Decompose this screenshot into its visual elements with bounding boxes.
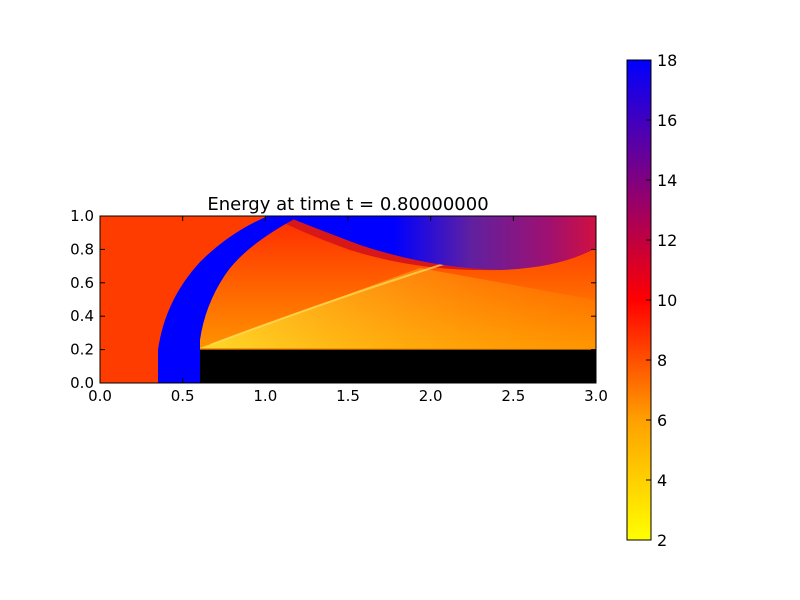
x-tick-label: 0.5 (171, 387, 195, 405)
colorbar-ticks: 2 4 6 8 10 12 14 16 18 (646, 51, 677, 550)
y-tick-label: 1.0 (70, 207, 94, 225)
y-tick-label: 0.2 (70, 341, 94, 359)
colorbar-tick-label: 12 (657, 231, 677, 250)
colorbar-tick-label: 2 (657, 531, 667, 550)
heatmap-field (100, 216, 596, 383)
y-axis-ticks: 0.0 0.2 0.4 0.6 0.8 1.0 (70, 207, 596, 392)
chart-title: Energy at time t = 0.80000000 (207, 194, 488, 215)
top-shock-band (285, 216, 596, 270)
x-tick-label: 1.5 (336, 387, 360, 405)
y-tick-label: 0.8 (70, 240, 94, 258)
step-obstacle (200, 349, 596, 383)
wedge-bright-zone (200, 268, 596, 348)
colorbar-tick-label: 16 (657, 111, 677, 130)
x-tick-label: 2.5 (501, 387, 525, 405)
x-tick-label: 0.0 (88, 387, 112, 405)
colorbar-tick-label: 10 (657, 291, 677, 310)
colorbar-tick-label: 8 (657, 351, 667, 370)
colorbar-tick-label: 6 (657, 411, 667, 430)
y-tick-label: 0.6 (70, 274, 94, 292)
colorbar-tick-label: 18 (657, 51, 677, 70)
colorbar-tick-label: 4 (657, 471, 667, 490)
slip-line (209, 261, 451, 346)
x-tick-label: 2.0 (419, 387, 443, 405)
colorbar-tick-label: 14 (657, 171, 677, 190)
y-tick-label: 0.0 (70, 374, 94, 392)
x-tick-label: 3.0 (584, 387, 608, 405)
x-axis-ticks: 0.0 0.5 1.0 1.5 2.0 2.5 3.0 (88, 216, 608, 405)
bow-shock-band (158, 216, 300, 383)
y-tick-label: 0.4 (70, 307, 94, 325)
x-tick-label: 1.0 (253, 387, 277, 405)
